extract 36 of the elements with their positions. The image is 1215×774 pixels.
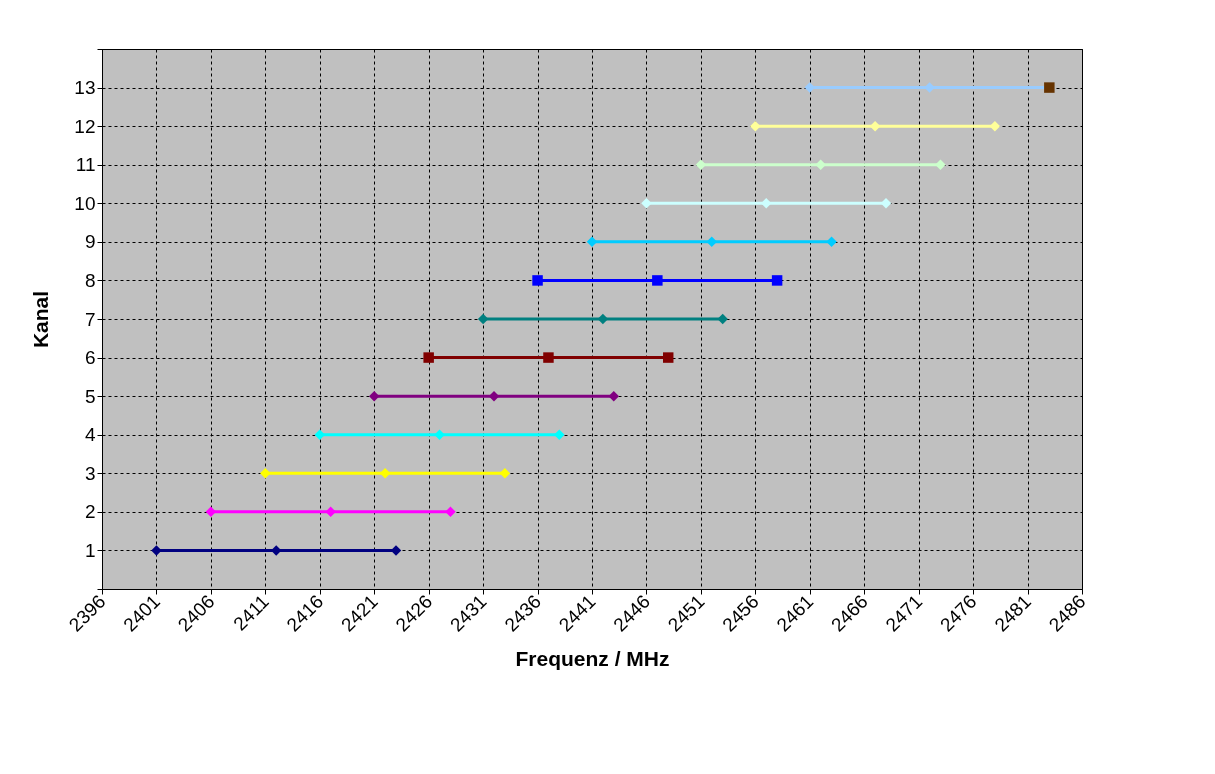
point — [826, 236, 837, 248]
y-tick-label: 3 — [84, 462, 96, 484]
y-tick-label: 11 — [75, 154, 96, 176]
y-tick-label: 1 — [84, 539, 96, 561]
y-tick-label: 10 — [74, 192, 96, 214]
y-tick-label: 7 — [84, 308, 96, 330]
point — [477, 313, 489, 325]
point — [554, 429, 565, 440]
point — [445, 506, 456, 518]
point — [325, 506, 336, 518]
point — [662, 352, 674, 363]
point — [935, 159, 946, 170]
y-tick-label: 2 — [84, 501, 96, 523]
y-tick-label: 8 — [84, 269, 96, 291]
point — [641, 198, 652, 209]
point — [368, 390, 380, 402]
point — [608, 390, 620, 402]
y-tick-label: 6 — [84, 347, 96, 369]
point — [543, 352, 554, 363]
point — [260, 468, 271, 479]
point — [434, 429, 445, 440]
y-tick-label: 9 — [84, 231, 96, 253]
y-tick-label: 4 — [84, 424, 96, 446]
x-axis-title: Frequenz / MHz — [515, 647, 670, 671]
point — [423, 352, 434, 363]
point — [499, 468, 511, 479]
y-tick-label: 5 — [84, 385, 96, 407]
point — [532, 275, 543, 286]
y-tick-label: 13 — [74, 77, 96, 99]
y-axis-title: Kanal — [29, 290, 53, 349]
point — [652, 275, 663, 286]
point — [488, 390, 500, 402]
point — [717, 313, 728, 325]
point — [586, 236, 598, 248]
point — [771, 275, 783, 286]
y-tick-label: 12 — [74, 115, 96, 137]
